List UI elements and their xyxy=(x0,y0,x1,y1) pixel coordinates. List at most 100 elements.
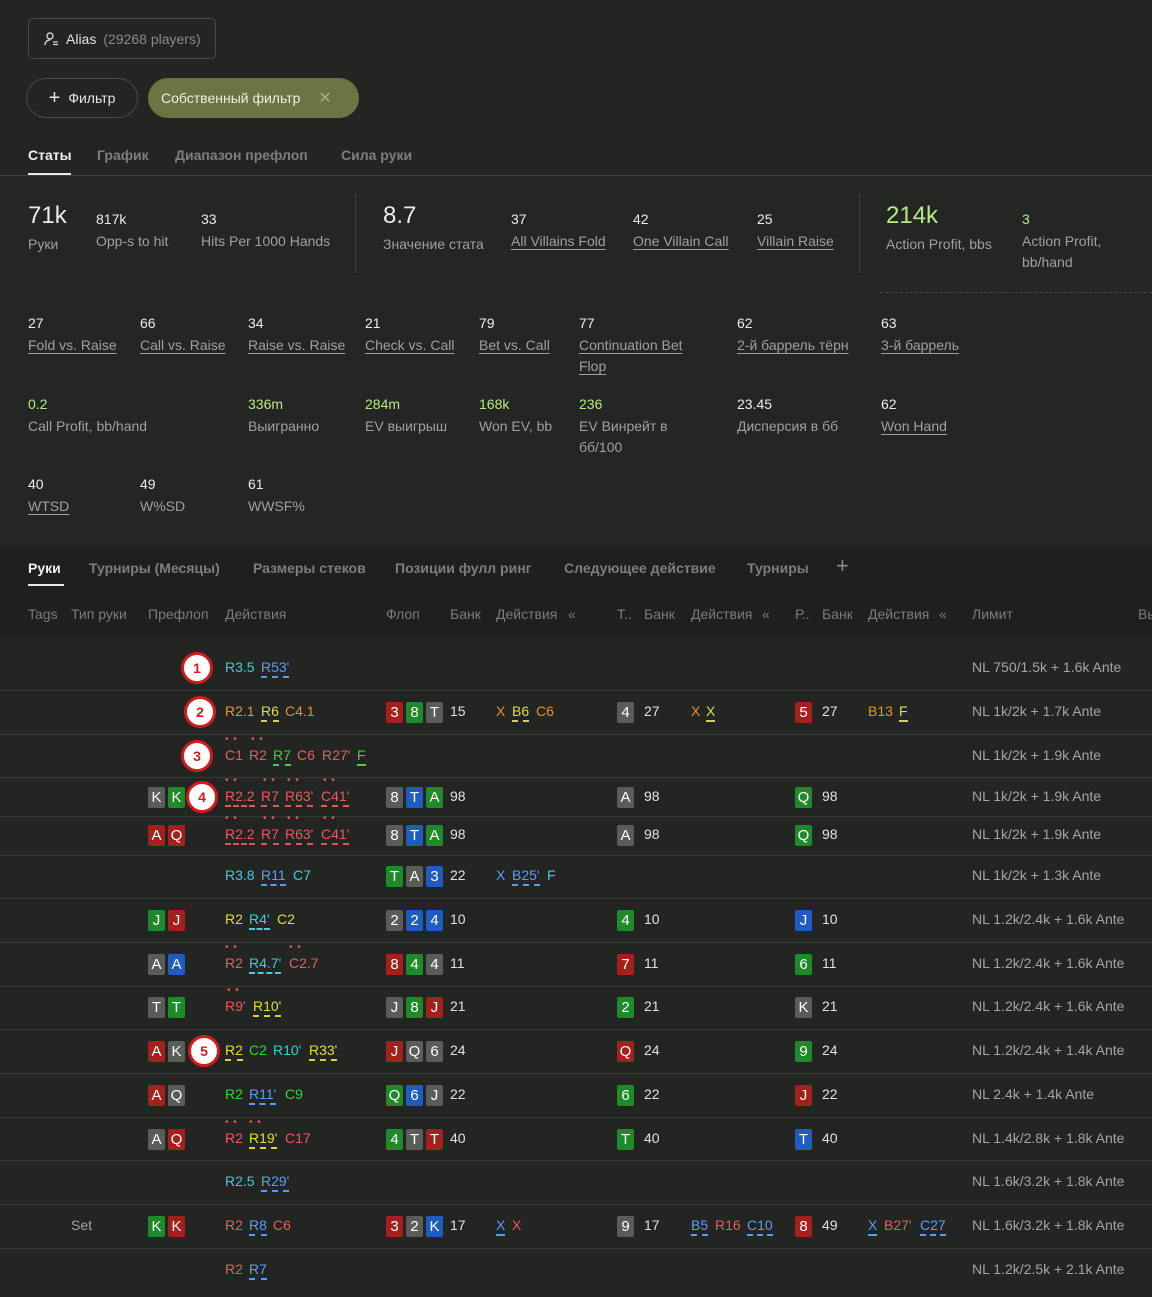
preflop-action: R8 xyxy=(249,1217,267,1236)
limit-cell: NL 1.2k/2.4k + 1.4k Ante xyxy=(972,1042,1125,1058)
turn-pot: 27 xyxy=(644,703,660,719)
hand-tag: Set xyxy=(71,1217,93,1233)
add-tab-plus-icon[interactable]: + xyxy=(836,553,849,578)
player-alias-selector[interactable]: Alias (29268 players) xyxy=(28,18,216,59)
col-limit[interactable]: Лимит xyxy=(972,606,1013,622)
flop-pot: 98 xyxy=(450,826,466,842)
allin-marker: • • xyxy=(249,1117,262,1128)
stat-won-hand[interactable]: 62 Won Hand xyxy=(881,396,947,434)
stat-wsd: 49 W%SD xyxy=(140,476,186,514)
col-flop-actions[interactable]: Действия xyxy=(496,606,558,622)
stat-third-barrel[interactable]: 63 3-й баррель xyxy=(881,315,959,353)
flop-pot: 10 xyxy=(450,911,466,927)
flop-card: 4 xyxy=(426,954,443,975)
stat-call-vs-raise[interactable]: 66 Call vs. Raise xyxy=(140,315,226,353)
stat-one-villain-call[interactable]: 42 One Villain Call xyxy=(633,211,729,249)
flop-action: X xyxy=(496,1217,506,1236)
stats-dashed-divider xyxy=(880,292,1152,293)
preflop-action: R6 xyxy=(261,703,279,722)
preflop-action: C1 xyxy=(225,747,243,763)
flop-card: Q xyxy=(406,1041,423,1062)
tab-hands[interactable]: Руки xyxy=(28,560,61,576)
tab-next-action[interactable]: Следующее действие xyxy=(564,560,716,576)
preflop-action: R2.2 xyxy=(225,826,255,845)
col-preflop-actions[interactable]: Действия xyxy=(225,606,287,622)
river-card: 8 xyxy=(795,1216,812,1237)
stat-cbet-flop[interactable]: 77 Continuation Bet Flop xyxy=(579,315,683,374)
col-more[interactable]: Вы xyxy=(1138,606,1152,622)
stat-call-profit: 0.2 Call Profit, bb/hand xyxy=(28,396,148,434)
turn-pot: 21 xyxy=(644,998,660,1014)
preflop-action: R3.5 xyxy=(225,659,255,675)
close-icon[interactable]: ✕ xyxy=(318,90,332,107)
col-preflop[interactable]: Префлоп xyxy=(148,606,209,622)
col-flop[interactable]: Флоп xyxy=(386,606,420,622)
custom-filter-chip[interactable]: Собственный фильтр ✕ xyxy=(148,78,359,118)
stat-check-vs-call[interactable]: 21 Check vs. Call xyxy=(365,315,455,353)
collapse-turn-actions-icon[interactable]: « xyxy=(762,606,770,622)
hole-card: A xyxy=(148,825,165,846)
tab-preflop-range[interactable]: Диапазон префлоп xyxy=(175,147,308,163)
preflop-action: R2 xyxy=(225,1217,243,1233)
flop-card: T xyxy=(406,787,423,808)
stat-ev-winrate: 236 EV Винрейт в бб/100 xyxy=(579,396,668,455)
stat-wtsd[interactable]: 40 WTSD xyxy=(28,476,70,514)
stats-divider xyxy=(859,193,860,273)
tab-hand-strength[interactable]: Сила руки xyxy=(341,147,413,163)
flop-pot: 98 xyxy=(450,788,466,804)
preflop-action: R27' xyxy=(322,747,351,763)
stat-all-villains-fold[interactable]: 37 All Villains Fold xyxy=(511,211,606,249)
flop-card: T xyxy=(426,702,443,723)
river-card: K xyxy=(795,997,812,1018)
allin-marker: • • xyxy=(263,813,276,824)
turn-pot: 98 xyxy=(644,788,660,804)
col-turn-actions[interactable]: Действия xyxy=(691,606,753,622)
stat-villain-raise[interactable]: 25 Villain Raise xyxy=(757,211,834,249)
flop-pot: 22 xyxy=(450,1086,466,1102)
limit-cell: NL 1.6k/3.2k + 1.8k Ante xyxy=(972,1173,1125,1189)
limit-cell: NL 2.4k + 1.4k Ante xyxy=(972,1086,1095,1102)
stat-hits: 33 Hits Per 1000 Hands xyxy=(201,211,331,249)
col-river-pot[interactable]: Банк xyxy=(822,606,853,622)
turn-card: 6 xyxy=(617,1085,634,1106)
col-river-actions[interactable]: Действия xyxy=(868,606,930,622)
col-turn[interactable]: Т.. xyxy=(617,606,632,622)
flop-pot: 21 xyxy=(450,998,466,1014)
row-divider xyxy=(0,986,1152,987)
stat-raise-vs-raise[interactable]: 34 Raise vs. Raise xyxy=(248,315,346,353)
flop-action: X xyxy=(496,703,506,719)
preflop-action: R11 xyxy=(261,867,286,886)
flop-card: Q xyxy=(386,1085,403,1106)
annotation-badge: 2 xyxy=(184,696,216,728)
turn-card: 9 xyxy=(617,1216,634,1237)
tab-full-ring-positions[interactable]: Позиции фулл ринг xyxy=(395,560,532,576)
col-hand-type[interactable]: Тип руки xyxy=(71,606,127,622)
col-river[interactable]: Р.. xyxy=(795,606,810,622)
river-action: B27' xyxy=(884,1217,912,1233)
allin-marker: • • xyxy=(323,813,336,824)
tab-stats[interactable]: Статы xyxy=(28,147,72,163)
turn-card: T xyxy=(617,1129,634,1150)
collapse-river-actions-icon[interactable]: « xyxy=(939,606,947,622)
stat-bet-vs-call[interactable]: 79 Bet vs. Call xyxy=(479,315,550,353)
tab-tournaments[interactable]: Турниры xyxy=(747,560,809,576)
tab-stack-sizes[interactable]: Размеры стеков xyxy=(253,560,366,576)
flop-pot: 11 xyxy=(450,955,465,971)
stat-action-profit: 214k Action Profit, bbs xyxy=(886,202,992,252)
preflop-action: R33' xyxy=(309,1042,338,1061)
collapse-flop-actions-icon[interactable]: « xyxy=(568,606,576,622)
row-divider xyxy=(0,1117,1152,1118)
col-tags[interactable]: Tags xyxy=(28,606,58,622)
col-flop-pot[interactable]: Банк xyxy=(450,606,481,622)
stat-second-barrel[interactable]: 62 2-й баррель тёрн xyxy=(737,315,849,353)
stat-fold-vs-raise[interactable]: 27 Fold vs. Raise xyxy=(28,315,117,353)
limit-cell: NL 1.2k/2.4k + 1.6k Ante xyxy=(972,911,1125,927)
preflop-action: R7 xyxy=(261,788,279,807)
flop-card: 4 xyxy=(406,954,423,975)
tab-graph[interactable]: График xyxy=(97,147,149,163)
col-turn-pot[interactable]: Банк xyxy=(644,606,675,622)
add-filter-button[interactable]: + Фильтр xyxy=(26,78,138,118)
preflop-action: C17 xyxy=(285,1130,311,1146)
tab-tournaments-months[interactable]: Турниры (Месяцы) xyxy=(89,560,220,576)
preflop-action: R2.2 xyxy=(225,788,255,807)
